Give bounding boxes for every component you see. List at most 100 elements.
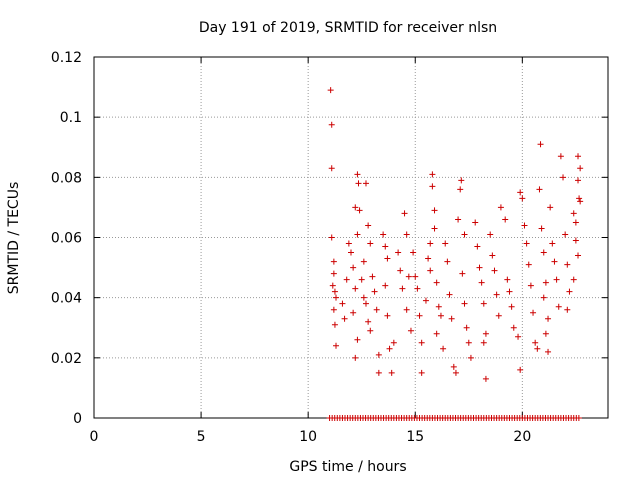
- x-tick-label: 15: [406, 429, 424, 445]
- data-point: [352, 285, 359, 292]
- data-point: [327, 87, 334, 94]
- data-points: [326, 87, 584, 421]
- data-point: [429, 183, 436, 190]
- data-point: [562, 231, 569, 238]
- data-point: [384, 255, 391, 262]
- data-point: [572, 237, 579, 244]
- grid: [94, 57, 608, 418]
- data-point: [390, 339, 397, 346]
- data-point: [371, 288, 378, 295]
- data-point: [570, 276, 577, 283]
- data-point: [339, 300, 346, 307]
- data-point: [575, 153, 582, 160]
- data-point: [527, 282, 534, 289]
- data-point: [476, 264, 483, 271]
- data-point: [354, 231, 361, 238]
- data-point: [350, 309, 357, 316]
- chart-title: Day 191 of 2019, SRMTID for receiver nls…: [199, 20, 497, 36]
- data-point: [474, 243, 481, 250]
- data-point: [429, 171, 436, 178]
- data-point: [380, 231, 387, 238]
- axis-ticks: 0 5 10 15 20 0 0.02 0.04 0.06 0.08 0.1 0.12: [51, 50, 608, 445]
- data-point: [458, 177, 465, 184]
- data-point: [431, 207, 438, 214]
- data-point: [362, 300, 369, 307]
- data-point: [382, 243, 389, 250]
- data-point: [495, 312, 502, 319]
- data-point: [497, 204, 504, 211]
- data-point: [403, 231, 410, 238]
- data-point: [433, 279, 440, 286]
- data-point: [566, 288, 573, 295]
- data-point: [515, 333, 522, 340]
- data-point: [328, 121, 335, 128]
- data-point: [572, 219, 579, 226]
- data-point: [525, 261, 532, 268]
- data-point: [549, 240, 556, 247]
- data-point: [399, 285, 406, 292]
- data-point: [442, 240, 449, 247]
- data-point: [367, 327, 374, 334]
- y-tick-label: 0.1: [60, 110, 82, 126]
- data-point: [557, 153, 564, 160]
- data-point: [455, 216, 462, 223]
- data-point: [545, 315, 552, 322]
- data-point: [331, 321, 338, 328]
- data-point: [444, 258, 451, 265]
- data-point: [504, 276, 511, 283]
- data-point: [575, 415, 582, 421]
- data-point: [575, 252, 582, 259]
- data-point: [382, 282, 389, 289]
- data-point: [517, 366, 524, 373]
- data-point: [367, 240, 374, 247]
- data-point: [354, 171, 361, 178]
- data-point: [450, 363, 457, 370]
- data-point: [523, 240, 530, 247]
- data-point: [352, 204, 359, 211]
- data-point: [360, 258, 367, 265]
- data-point: [564, 306, 571, 313]
- data-point: [365, 222, 372, 229]
- data-point: [397, 267, 404, 274]
- data-point: [412, 273, 419, 280]
- data-point: [482, 375, 489, 382]
- data-point: [330, 258, 337, 265]
- data-point: [457, 186, 464, 193]
- data-point: [401, 210, 408, 217]
- data-point: [521, 222, 528, 229]
- data-point: [530, 309, 537, 316]
- data-point: [564, 261, 571, 268]
- data-point: [489, 252, 496, 259]
- data-point: [465, 339, 472, 346]
- data-point: [356, 207, 363, 214]
- data-point: [354, 336, 361, 343]
- data-point: [341, 315, 348, 322]
- data-point: [540, 294, 547, 301]
- data-point: [480, 339, 487, 346]
- data-point: [493, 291, 500, 298]
- data-point: [487, 231, 494, 238]
- data-point: [375, 351, 382, 358]
- data-point: [506, 288, 513, 295]
- data-point: [547, 204, 554, 211]
- data-point: [542, 330, 549, 337]
- data-point: [418, 339, 425, 346]
- data-point: [345, 240, 352, 247]
- data-point: [375, 369, 382, 376]
- y-tick-label: 0.04: [51, 291, 82, 307]
- data-point: [433, 330, 440, 337]
- data-point: [410, 249, 417, 256]
- data-point: [491, 267, 498, 274]
- data-point: [414, 285, 421, 292]
- data-point: [577, 165, 584, 172]
- data-point: [388, 369, 395, 376]
- data-point: [576, 195, 583, 202]
- data-point: [328, 165, 335, 172]
- data-point: [435, 303, 442, 310]
- data-point: [427, 240, 434, 247]
- data-point: [553, 276, 560, 283]
- data-point: [328, 234, 335, 241]
- data-point: [532, 339, 539, 346]
- data-point: [463, 324, 470, 331]
- data-point: [437, 312, 444, 319]
